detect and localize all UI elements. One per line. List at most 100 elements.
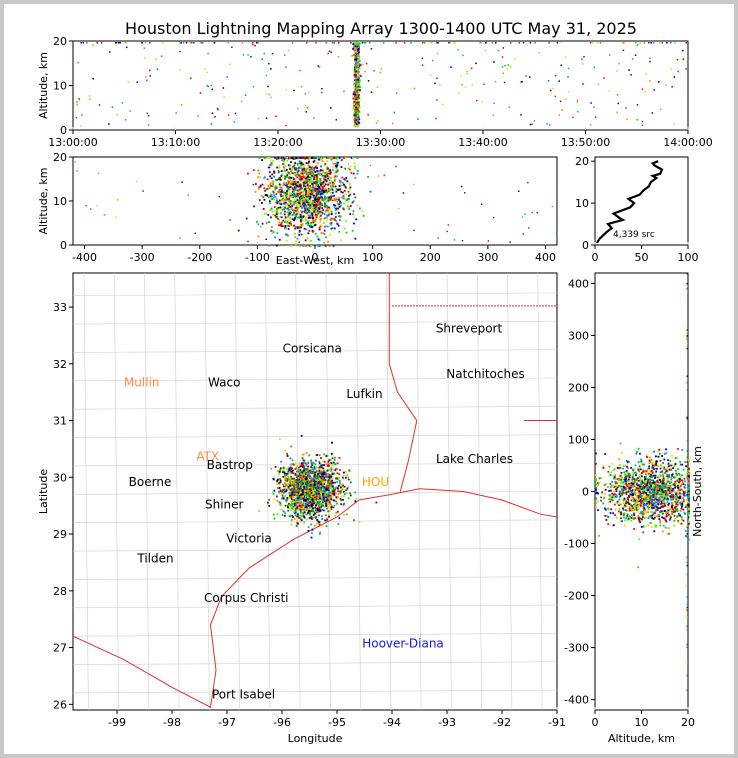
east-west-cluster-point — [305, 193, 307, 196]
east-west-cluster-point — [295, 183, 298, 185]
north-south-source-point — [686, 494, 688, 496]
map-source-point — [320, 503, 323, 506]
map-source-point — [339, 482, 341, 484]
time-altitude-cluster-point — [356, 115, 359, 117]
east-west-cluster-point — [284, 210, 286, 213]
east-west-cluster-point — [321, 189, 324, 192]
map-source-point — [338, 457, 341, 459]
map-source-point — [272, 492, 275, 495]
east-west-cluster-point — [257, 176, 260, 179]
east-west-cluster-point — [302, 194, 305, 197]
east-west-cluster-point — [279, 200, 282, 203]
time-altitude-source-point — [502, 47, 505, 49]
map-source-point — [327, 513, 330, 516]
east-west-cluster-point — [324, 205, 327, 208]
east-west-cluster-point — [308, 230, 311, 232]
time-altitude-source-point — [350, 42, 352, 44]
east-west-cluster-point — [324, 175, 327, 178]
east-west-cluster-point — [308, 195, 311, 197]
time-altitude-source-point — [649, 57, 651, 60]
time-altitude-source-point — [556, 42, 559, 44]
time-altitude-cluster-point — [356, 99, 359, 102]
county-line — [265, 272, 271, 711]
map-source-point — [282, 498, 285, 501]
place-label: HOU — [362, 475, 389, 489]
east-west-cluster-point — [276, 178, 279, 181]
map-source-point — [329, 502, 332, 505]
east-west-cluster-point — [318, 245, 321, 247]
time-altitude-source-point — [379, 71, 382, 74]
map-source-point — [309, 504, 312, 506]
east-west-cluster-point — [333, 206, 336, 209]
map-source-point — [276, 513, 279, 515]
time-altitude-source-point — [254, 44, 256, 47]
east-west-xtick-label: 300 — [477, 251, 498, 264]
east-west-cluster-point — [268, 187, 271, 190]
map-source-point — [317, 510, 320, 513]
map-source-point — [282, 467, 285, 470]
east-west-cluster-point — [322, 181, 325, 184]
east-west-cluster-point — [265, 194, 268, 196]
map-source-point — [293, 499, 296, 502]
time-altitude-source-point — [648, 42, 650, 44]
east-west-cluster-point — [302, 245, 305, 247]
time-altitude-source-point — [321, 91, 323, 94]
altitude-north-south-panel: 0 10 20-400-300-200-1000100200300400Altitu… — [564, 272, 704, 745]
map-source-point — [287, 485, 290, 488]
east-west-cluster-point — [341, 196, 343, 199]
east-west-source-point — [96, 204, 98, 207]
north-south-source-point — [686, 416, 688, 419]
time-altitude-source-point — [659, 108, 662, 111]
east-west-cluster-point — [295, 209, 298, 212]
east-west-cluster-point — [296, 157, 299, 159]
time-altitude-frame — [72, 40, 689, 131]
county-line — [72, 377, 558, 382]
time-altitude-source-point — [127, 81, 130, 83]
map-source-point — [328, 515, 330, 518]
map-source-point — [343, 485, 346, 488]
east-west-cluster-point — [301, 201, 304, 204]
east-west-ylabel: Altitude, km — [37, 167, 50, 234]
map-source-point — [300, 434, 303, 437]
time-altitude-cluster-point — [351, 55, 354, 57]
north-south-source-point — [686, 603, 688, 606]
time-altitude-source-point — [625, 107, 627, 109]
map-source-point — [316, 482, 319, 485]
map-source-point — [326, 473, 329, 475]
east-west-cluster-point — [335, 187, 338, 190]
time-altitude-source-point — [155, 58, 157, 60]
time-altitude-cluster-point — [358, 111, 361, 113]
map-source-point — [333, 482, 335, 485]
east-west-cluster-point — [286, 234, 289, 237]
time-altitude-cluster-point — [353, 48, 356, 51]
north-south-source-point — [686, 335, 688, 338]
map-source-point — [310, 523, 312, 526]
map-source-point — [312, 507, 314, 510]
east-west-cluster-point — [352, 172, 355, 175]
plan-map-ytick-label: 29 — [53, 528, 67, 541]
east-west-cluster-point — [310, 224, 313, 227]
east-west-cluster-point — [320, 185, 322, 187]
east-west-cluster-point — [297, 186, 299, 189]
east-west-cluster-point — [303, 188, 306, 191]
east-west-cluster-point — [305, 198, 307, 201]
map-source-point — [297, 508, 300, 511]
time-altitude-source-point — [162, 42, 164, 44]
time-altitude-source-point — [199, 92, 202, 94]
time-altitude-source-point — [616, 94, 619, 96]
north-south-cluster-point — [650, 488, 653, 491]
time-altitude-cluster-point — [358, 42, 361, 45]
map-source-point — [341, 495, 343, 498]
time-altitude-cluster-point — [357, 67, 360, 69]
map-source-point — [305, 462, 308, 465]
map-source-point — [336, 476, 339, 479]
east-west-cluster-point — [294, 172, 297, 175]
map-source-point — [305, 497, 308, 500]
east-west-cluster-point — [315, 185, 317, 188]
east-west-cluster-point — [304, 211, 306, 213]
east-west-cluster-point — [315, 178, 318, 181]
east-west-cluster-point — [286, 222, 289, 225]
east-west-cluster-point — [284, 205, 287, 208]
east-west-cluster-point — [328, 196, 330, 199]
east-west-cluster-point — [292, 157, 295, 160]
